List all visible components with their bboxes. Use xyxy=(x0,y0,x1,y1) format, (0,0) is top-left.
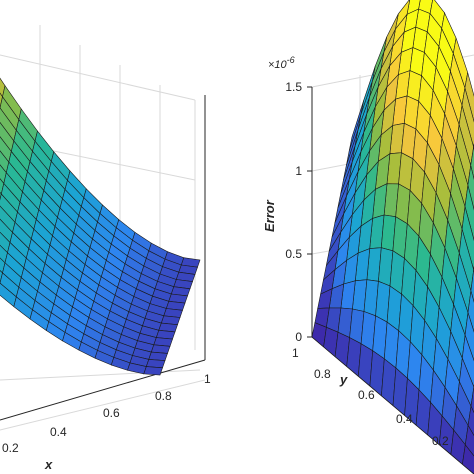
left-surface-plot: 0.2 0.4 0.6 0.8 1 x xyxy=(0,25,211,472)
y-tick-label: 0.4 xyxy=(396,412,413,426)
right-surface-mesh xyxy=(311,0,474,474)
y-tick-label: 0.2 xyxy=(432,434,449,448)
right-surface-patch xyxy=(467,290,474,333)
z-tick-label: 1 xyxy=(295,164,302,178)
z-scale-factor: ×10-6 xyxy=(268,55,295,71)
left-x-tick-label: 0.4 xyxy=(50,425,67,439)
left-x-tick-label: 1 xyxy=(204,372,211,386)
y-axis-label: y xyxy=(339,372,348,387)
z-tick-label: 0.5 xyxy=(285,247,302,261)
left-x-axis-label: x xyxy=(44,457,53,472)
y-tick-label: 1 xyxy=(292,346,299,360)
left-x-tick-label: 0.6 xyxy=(103,406,120,420)
y-tick-label: 0.6 xyxy=(358,388,375,402)
right-surface-patch xyxy=(470,269,474,303)
right-y-ticks: 1 0.8 0.6 0.4 0.2 xyxy=(292,346,449,448)
left-surface-mesh xyxy=(0,77,201,376)
left-x-tick-label: 0.8 xyxy=(155,389,172,403)
z-tick-label: 0 xyxy=(295,330,302,344)
z-tick-label: 1.5 xyxy=(285,80,302,94)
right-surface-patch xyxy=(470,385,474,414)
right-surface-patch xyxy=(462,444,474,474)
left-surface-patch xyxy=(143,366,163,376)
left-x-tick-label: 0.2 xyxy=(2,441,19,455)
right-z-ticks: 1.5 1 0.5 0 xyxy=(285,80,302,344)
left-x-ticks: 0.2 0.4 0.6 0.8 1 xyxy=(2,372,211,455)
right-surface-patch xyxy=(467,165,474,211)
right-surface-plot: ×10-6 1.5 1 0.5 0 Error 1 0.8 0.6 0.4 0.… xyxy=(262,0,474,474)
right-surface-patch xyxy=(467,405,474,437)
left-axis-box xyxy=(0,95,206,421)
right-surface-patch xyxy=(470,147,474,180)
y-tick-label: 0.8 xyxy=(314,367,331,381)
z-axis-label: Error xyxy=(262,199,277,232)
